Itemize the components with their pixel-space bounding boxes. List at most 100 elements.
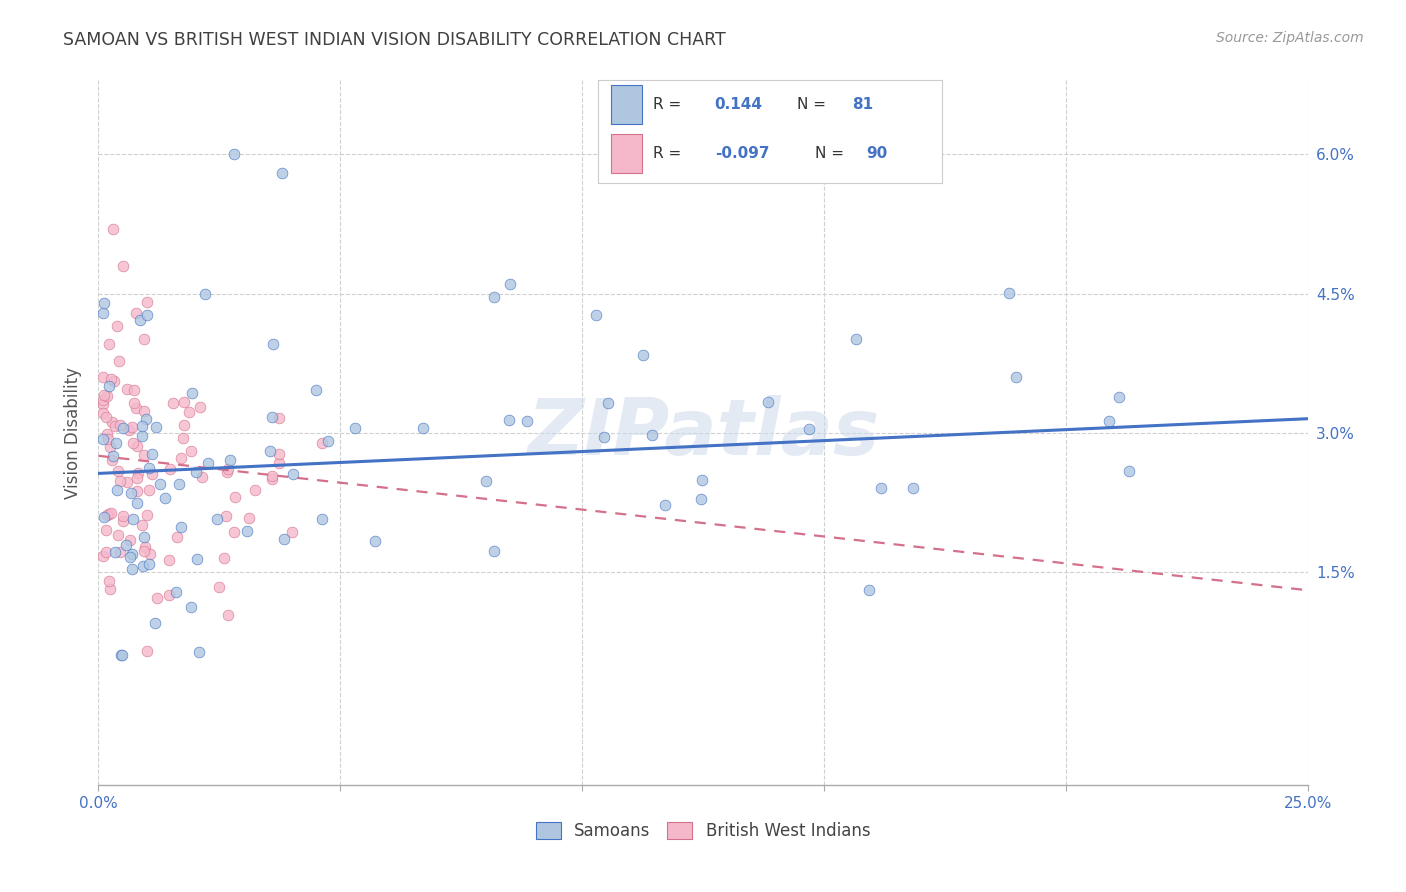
Point: [190, 400, 212, 414]
Point: [173, 395, 195, 409]
Point: [344, 421, 367, 435]
Point: [758, 394, 780, 409]
Point: [692, 473, 714, 487]
Point: [170, 520, 193, 534]
Point: [149, 476, 172, 491]
Point: [131, 517, 153, 532]
Point: [145, 420, 167, 434]
Point: [180, 385, 202, 400]
Point: [107, 464, 129, 478]
Point: [114, 538, 136, 552]
Point: [217, 607, 239, 622]
Point: [125, 306, 148, 320]
Point: [364, 534, 387, 549]
Point: [516, 414, 538, 428]
Point: [585, 308, 607, 322]
Point: [101, 450, 124, 464]
Point: [96, 426, 118, 441]
Point: [1118, 464, 1140, 478]
Point: [100, 415, 122, 429]
Point: [121, 547, 143, 561]
Point: [281, 467, 304, 481]
Point: [132, 332, 155, 346]
Point: [110, 417, 132, 432]
Point: [115, 382, 138, 396]
Point: [271, 166, 294, 180]
Point: [115, 475, 138, 489]
Point: [134, 411, 156, 425]
Point: [165, 584, 187, 599]
Point: [93, 306, 115, 320]
Point: [188, 645, 211, 659]
Point: [690, 491, 713, 506]
Point: [870, 481, 893, 495]
Point: [136, 294, 159, 309]
Point: [98, 582, 121, 596]
Point: [100, 506, 122, 520]
Point: [98, 440, 121, 454]
Point: [262, 336, 284, 351]
Point: [125, 484, 148, 499]
Point: [118, 423, 141, 437]
Point: [1108, 390, 1130, 404]
Point: [998, 285, 1021, 300]
Point: [260, 472, 283, 486]
Point: [180, 600, 202, 615]
Point: [179, 405, 201, 419]
Point: [103, 374, 125, 388]
Point: [191, 470, 214, 484]
Point: [97, 378, 120, 392]
Legend: Samoans, British West Indians: Samoans, British West Indians: [529, 815, 877, 847]
Point: [157, 553, 180, 567]
Point: [136, 508, 159, 522]
Point: [125, 496, 148, 510]
Point: [592, 430, 614, 444]
Point: [91, 370, 114, 384]
Point: [474, 475, 496, 489]
Point: [224, 491, 246, 505]
Point: [108, 545, 131, 559]
Point: [124, 396, 146, 410]
Point: [141, 467, 163, 481]
Point: [121, 562, 143, 576]
Point: [127, 439, 149, 453]
Text: -0.097: -0.097: [714, 145, 769, 161]
Point: [91, 433, 114, 447]
Point: [222, 147, 245, 161]
Point: [93, 387, 115, 401]
Point: [124, 401, 146, 415]
Point: [235, 524, 257, 539]
Point: [146, 591, 169, 605]
Point: [172, 431, 194, 445]
Point: [122, 383, 145, 397]
Bar: [612, 86, 643, 124]
Point: [132, 559, 155, 574]
Point: [97, 574, 120, 588]
Point: [91, 392, 114, 407]
Point: [122, 511, 145, 525]
Point: [100, 372, 122, 386]
Point: [104, 436, 127, 450]
Point: [153, 491, 176, 505]
Point: [136, 309, 159, 323]
Point: [138, 461, 160, 475]
Point: [197, 456, 219, 470]
Point: [858, 583, 880, 598]
Point: [260, 468, 283, 483]
Text: ZIPatlas: ZIPatlas: [527, 394, 879, 471]
Point: [132, 404, 155, 418]
Text: 0.144: 0.144: [714, 97, 762, 112]
Point: [138, 547, 160, 561]
Text: 81: 81: [852, 97, 873, 112]
Point: [121, 435, 143, 450]
Point: [97, 432, 120, 446]
Point: [107, 528, 129, 542]
Point: [110, 475, 132, 489]
Point: [1098, 414, 1121, 428]
Point: [107, 483, 129, 497]
Point: [186, 552, 208, 566]
Point: [311, 436, 333, 450]
Point: [262, 409, 284, 424]
Point: [111, 259, 134, 273]
Point: [112, 421, 135, 435]
